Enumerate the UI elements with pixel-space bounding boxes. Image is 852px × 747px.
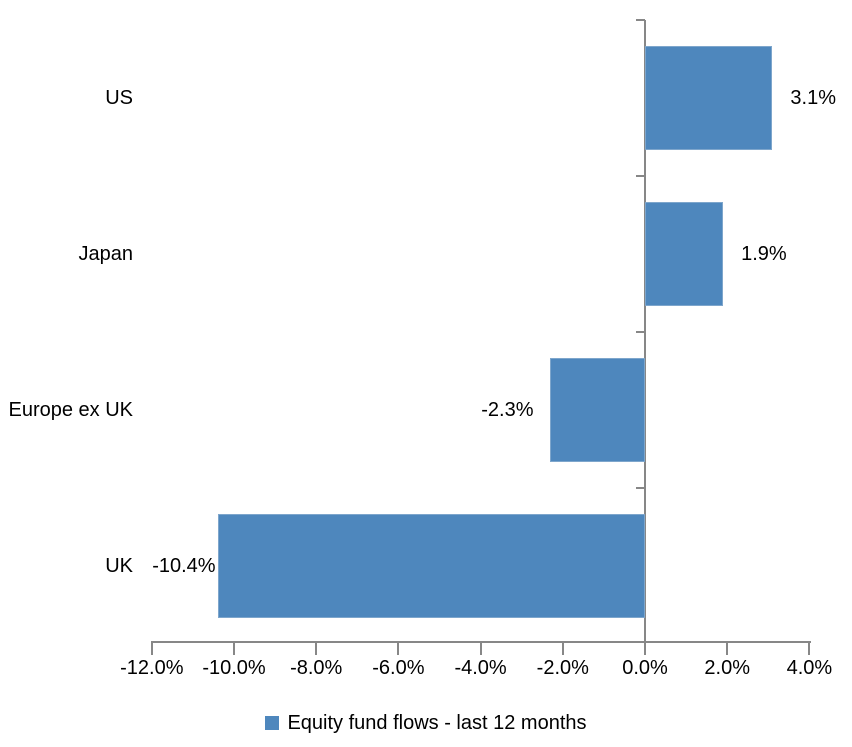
data-label-uk: -10.4% (152, 555, 216, 577)
x-axis-tick-label: -4.0% (454, 657, 507, 679)
category-axis-tick (636, 19, 645, 21)
category-label-uk: UK (105, 555, 133, 577)
category-axis-tick (636, 331, 645, 333)
legend-marker-icon (265, 716, 280, 730)
legend: Equity fund flows - last 12 months (0, 708, 852, 738)
bar-uk (217, 514, 645, 618)
bar-us (645, 46, 773, 150)
x-axis-tick (150, 641, 153, 655)
x-axis-tick-label: 0.0% (622, 657, 668, 679)
x-axis-tick (808, 641, 811, 655)
x-axis-tick-label: -6.0% (372, 657, 425, 679)
category-label-us: US (105, 87, 133, 109)
data-label-europe-ex-uk: -2.3% (481, 399, 534, 421)
category-label-japan: Japan (78, 243, 134, 265)
zero-axis-line (644, 20, 646, 643)
x-axis-tick (233, 641, 235, 655)
x-axis-tick-label: 2.0% (704, 657, 750, 679)
x-axis-tick (315, 641, 318, 655)
x-axis-tick (726, 641, 729, 655)
category-axis-tick (636, 487, 645, 489)
category-label-europe-ex-uk: Europe ex UK (8, 399, 133, 421)
data-label-us: 3.1% (790, 87, 836, 109)
x-axis-tick-label: -12.0% (120, 657, 184, 679)
legend-label: Equity fund flows - last 12 months (287, 712, 587, 734)
x-axis-tick (644, 641, 646, 655)
category-axis-tick (636, 175, 645, 177)
data-label-japan: 1.9% (741, 243, 787, 265)
x-axis-tick-label: 4.0% (786, 657, 833, 679)
x-axis-tick-label: -2.0% (536, 657, 589, 679)
x-axis-tick (397, 641, 400, 655)
x-axis-tick-label: -8.0% (290, 657, 343, 679)
x-axis-tick (479, 641, 482, 655)
x-axis-tick (561, 641, 564, 655)
x-axis-tick-label: -10.0% (202, 657, 266, 679)
bar-europe-ex-uk (550, 358, 645, 462)
bar-japan (645, 202, 724, 306)
